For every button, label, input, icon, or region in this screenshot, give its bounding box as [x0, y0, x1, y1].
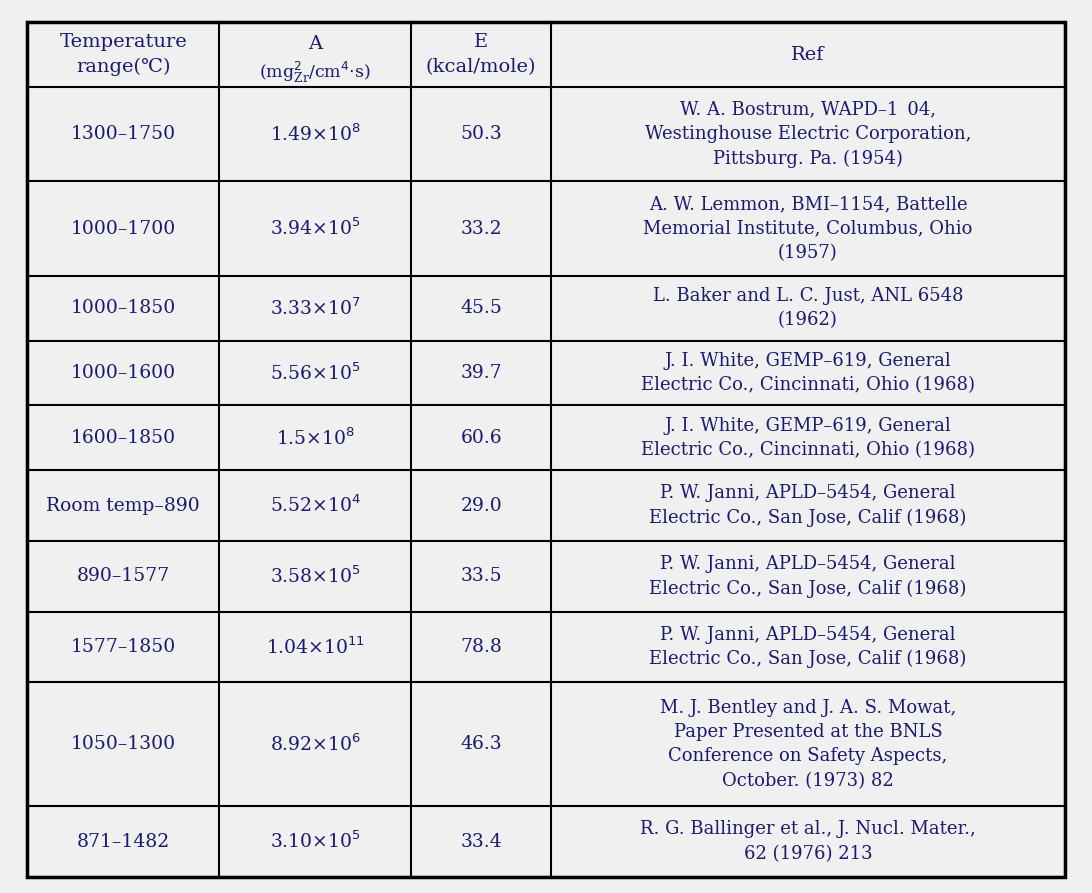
Text: M. J. Bentley and J. A. S. Mowat,
Paper Presented at the BNLS
Conference on Safe: M. J. Bentley and J. A. S. Mowat, Paper …	[660, 699, 957, 789]
Text: 50.3: 50.3	[461, 125, 502, 143]
Text: 8.92×10$^{6}$: 8.92×10$^{6}$	[270, 733, 360, 755]
Text: 3.58×10$^{5}$: 3.58×10$^{5}$	[270, 565, 360, 587]
Text: (mg$^2_{\mathregular{Zr}}$/cm$^4$$\cdot$s): (mg$^2_{\mathregular{Zr}}$/cm$^4$$\cdot$…	[260, 60, 371, 85]
Text: A: A	[308, 35, 322, 53]
Text: W. A. Bostrum, WAPD–1 04,
Westinghouse Electric Corporation,
Pittsburg. Pa. (195: W. A. Bostrum, WAPD–1 04, Westinghouse E…	[644, 101, 971, 168]
Text: 1600–1850: 1600–1850	[71, 429, 176, 446]
Text: J. I. White, GEMP–619, General
Electric Co., Cincinnati, Ohio (1968): J. I. White, GEMP–619, General Electric …	[641, 352, 975, 394]
Text: 3.10×10$^{5}$: 3.10×10$^{5}$	[270, 830, 360, 852]
Text: 3.94×10$^{5}$: 3.94×10$^{5}$	[270, 218, 360, 239]
Text: Ref: Ref	[792, 46, 824, 63]
Text: 39.7: 39.7	[461, 364, 502, 382]
Text: Room temp–890: Room temp–890	[46, 497, 200, 514]
Text: 871–1482: 871–1482	[76, 832, 170, 850]
Text: 1.49×10$^{8}$: 1.49×10$^{8}$	[270, 123, 360, 145]
Text: 1300–1750: 1300–1750	[71, 125, 176, 143]
Text: L. Baker and L. C. Just, ANL 6548
(1962): L. Baker and L. C. Just, ANL 6548 (1962)	[653, 287, 963, 330]
Text: 1577–1850: 1577–1850	[71, 638, 176, 656]
Text: P. W. Janni, APLD–5454, General
Electric Co., San Jose, Calif (1968): P. W. Janni, APLD–5454, General Electric…	[650, 555, 966, 597]
Text: A. W. Lemmon, BMI–1154, Battelle
Memorial Institute, Columbus, Ohio
(1957): A. W. Lemmon, BMI–1154, Battelle Memoria…	[643, 196, 973, 262]
Text: R. G. Ballinger et al., J. Nucl. Mater.,
62 (1976) 213: R. G. Ballinger et al., J. Nucl. Mater.,…	[640, 821, 976, 863]
Text: 33.4: 33.4	[461, 832, 502, 850]
Text: 1000–1850: 1000–1850	[71, 299, 176, 317]
Text: 890–1577: 890–1577	[76, 567, 170, 585]
Text: 1000–1600: 1000–1600	[71, 364, 176, 382]
Text: 3.33×10$^{7}$: 3.33×10$^{7}$	[270, 297, 360, 319]
Text: 1000–1700: 1000–1700	[71, 220, 176, 238]
Text: 29.0: 29.0	[461, 497, 502, 514]
Text: E
(kcal/mole): E (kcal/mole)	[426, 33, 536, 76]
Text: J. I. White, GEMP–619, General
Electric Co., Cincinnati, Ohio (1968): J. I. White, GEMP–619, General Electric …	[641, 417, 975, 459]
Text: 33.2: 33.2	[461, 220, 502, 238]
Text: 5.52×10$^{4}$: 5.52×10$^{4}$	[270, 495, 360, 516]
Text: 46.3: 46.3	[461, 735, 502, 754]
Text: 1050–1300: 1050–1300	[71, 735, 176, 754]
Text: 1.04×10$^{11}$: 1.04×10$^{11}$	[265, 637, 365, 658]
Text: 45.5: 45.5	[460, 299, 502, 317]
Text: 33.5: 33.5	[461, 567, 502, 585]
Text: 78.8: 78.8	[460, 638, 502, 656]
Text: 60.6: 60.6	[461, 429, 502, 446]
Text: P. W. Janni, APLD–5454, General
Electric Co., San Jose, Calif (1968): P. W. Janni, APLD–5454, General Electric…	[650, 484, 966, 527]
Text: 1.5×10$^{8}$: 1.5×10$^{8}$	[275, 427, 355, 448]
Text: P. W. Janni, APLD–5454, General
Electric Co., San Jose, Calif (1968): P. W. Janni, APLD–5454, General Electric…	[650, 626, 966, 668]
Text: 5.56×10$^{5}$: 5.56×10$^{5}$	[270, 363, 360, 384]
Text: Temperature
range(℃): Temperature range(℃)	[59, 33, 187, 77]
